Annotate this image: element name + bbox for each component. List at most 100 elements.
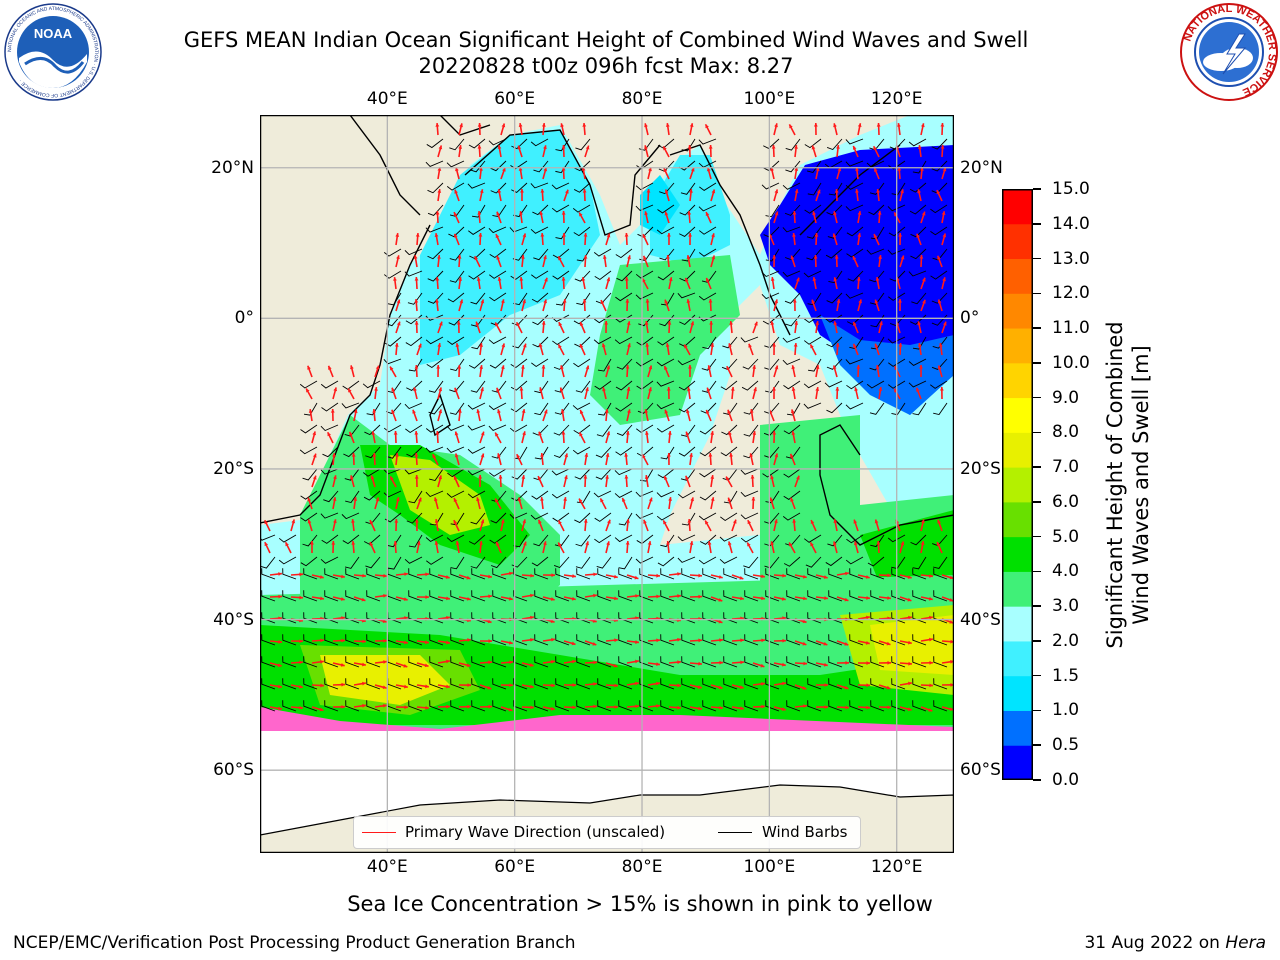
wind-barb xyxy=(597,568,612,580)
wind-barb xyxy=(635,182,654,191)
wind-barb xyxy=(450,612,465,624)
wave-arrow-head xyxy=(299,639,303,644)
wind-barb xyxy=(324,568,339,580)
wind-barb xyxy=(345,490,360,504)
wave-arrow-head xyxy=(698,594,702,599)
wave-arrow-head xyxy=(480,431,485,436)
wave-arrow-head xyxy=(474,256,478,261)
wave-arrow-head xyxy=(823,641,828,646)
wind-barb xyxy=(555,634,570,646)
wave-arrow-head xyxy=(604,409,609,413)
wind-barb xyxy=(702,568,717,580)
wave-arrow-head xyxy=(614,596,618,601)
wind-barb xyxy=(574,336,591,348)
wave-arrow-head xyxy=(666,541,670,545)
wind-barb xyxy=(930,204,948,214)
wave-arrow-head xyxy=(467,683,471,688)
wind-barb xyxy=(804,534,822,543)
wave-arrow-head xyxy=(770,541,775,546)
wind-barb xyxy=(618,512,633,526)
wave-arrow-head xyxy=(425,705,429,710)
wind-barb xyxy=(909,204,927,215)
wave-arrow-head xyxy=(540,497,544,501)
wave-arrow-head xyxy=(458,145,463,149)
wave-arrow-head xyxy=(340,597,345,601)
colorbar-tick-label: 12.0 xyxy=(1052,283,1090,304)
wave-arrow-head xyxy=(942,321,947,326)
wave-direction-swatch xyxy=(362,832,396,833)
wave-arrow-head xyxy=(949,597,954,602)
wind-barb xyxy=(637,402,654,414)
wind-barb xyxy=(828,590,843,602)
wave-arrow-head xyxy=(810,542,814,547)
wind-barb xyxy=(471,634,486,646)
wave-arrow-head xyxy=(833,277,838,282)
wave-arrow-head xyxy=(789,542,793,547)
wave-arrow-head xyxy=(782,681,786,686)
colorbar-tick-mark xyxy=(1033,501,1041,503)
wave-arrow-head xyxy=(488,660,492,665)
wave-arrow-head xyxy=(782,638,786,643)
wind-barb xyxy=(933,590,948,602)
wind-barb xyxy=(554,380,570,393)
wave-arrow-head xyxy=(690,497,695,502)
wind-barb xyxy=(425,490,444,498)
wind-barb xyxy=(805,556,822,568)
wave-arrow-head xyxy=(307,497,312,502)
wind-barb xyxy=(489,248,507,259)
wind-barb xyxy=(678,402,696,413)
wave-direction-label: Primary Wave Direction (unscaled) xyxy=(405,823,666,841)
wave-arrow-head xyxy=(690,321,695,326)
wave-arrow-head xyxy=(815,365,820,369)
wind-barb xyxy=(425,446,444,453)
wave-arrow-head xyxy=(550,706,555,711)
wave-arrow-head xyxy=(520,189,524,193)
wave-arrow-head xyxy=(803,704,807,709)
wave-arrow-head xyxy=(530,637,534,642)
wind-barb xyxy=(828,656,843,668)
wind-barb xyxy=(846,534,864,544)
wind-barb xyxy=(447,292,465,303)
wave-arrow-head xyxy=(774,365,779,370)
wind-barb xyxy=(449,138,465,151)
wind-barb xyxy=(763,160,780,171)
wind-barb xyxy=(450,358,465,372)
wind-barb xyxy=(576,656,591,668)
wave-arrow-head xyxy=(761,638,765,643)
wind-barb xyxy=(784,204,801,216)
wind-barb xyxy=(869,270,885,283)
wind-barb xyxy=(744,700,759,712)
wind-barb xyxy=(659,182,675,195)
wind-barb xyxy=(618,700,633,712)
wind-barb xyxy=(677,358,696,366)
colorbar-tick-label: 14.0 xyxy=(1052,213,1090,234)
wind-barb xyxy=(681,634,696,646)
colorbar-tick-mark xyxy=(1033,605,1041,607)
wind-barb xyxy=(429,634,444,646)
wave-arrow-head xyxy=(687,211,692,215)
wind-barb xyxy=(743,402,759,415)
wind-barb xyxy=(363,534,381,545)
wave-arrow-head xyxy=(774,453,779,458)
wave-arrow-head xyxy=(936,542,941,547)
wave-arrow-head xyxy=(917,145,922,149)
wind-barb xyxy=(930,380,948,389)
wind-barb xyxy=(783,490,801,500)
wind-barb xyxy=(282,568,297,580)
wave-arrow-head xyxy=(476,277,481,281)
wave-arrow-head xyxy=(522,541,527,546)
wind-barb xyxy=(261,634,276,646)
wind-barb xyxy=(891,700,906,712)
wave-arrow-head xyxy=(414,365,419,369)
wind-barb xyxy=(618,656,633,668)
wind-barb xyxy=(869,358,885,371)
wave-arrow-head xyxy=(516,322,520,327)
wave-arrow-head xyxy=(624,277,629,281)
wave-arrow-head xyxy=(306,388,310,393)
wind-barb xyxy=(555,160,570,174)
wave-arrow-head xyxy=(794,189,799,194)
wind-barb xyxy=(470,160,486,173)
wave-arrow-head xyxy=(635,640,639,644)
wind-barb xyxy=(513,590,528,602)
wind-barb xyxy=(804,314,822,324)
